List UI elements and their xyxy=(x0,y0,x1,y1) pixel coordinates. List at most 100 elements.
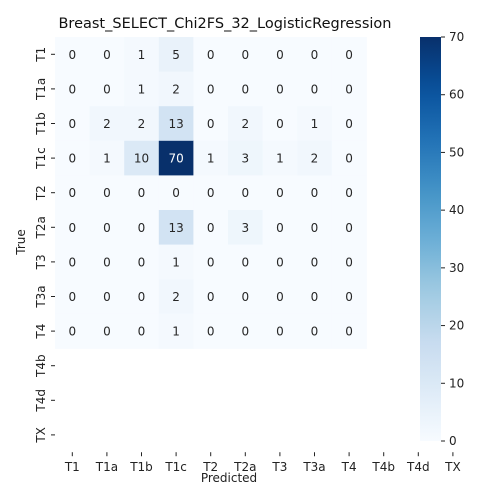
heatmap-cell xyxy=(262,140,298,176)
heatmap-cell xyxy=(297,106,333,142)
heatmap-cell xyxy=(297,244,333,280)
y-tick-label: T3 xyxy=(34,254,48,270)
heatmap-cell xyxy=(228,279,264,315)
cell-value-label: 0 xyxy=(276,117,284,131)
cell-value-label: 2 xyxy=(241,117,249,131)
cell-value-label: 0 xyxy=(276,325,284,339)
heatmap-cell xyxy=(124,140,160,176)
heatmap-cell xyxy=(262,244,298,280)
cell-value-label: 10 xyxy=(134,152,149,166)
heatmap-cell xyxy=(297,71,333,107)
heatmap-cell xyxy=(158,71,194,107)
heatmap-cell xyxy=(262,210,298,246)
cell-value-label: 0 xyxy=(241,290,249,304)
cell-value-label: 0 xyxy=(311,325,319,339)
cell-value-label: 0 xyxy=(311,82,319,96)
heatmap-cell xyxy=(55,140,91,176)
cell-value-label: 0 xyxy=(345,290,353,304)
colorbar-tick-label: 60 xyxy=(449,88,464,102)
cell-value-label: 0 xyxy=(311,186,319,200)
cell-value-label: 1 xyxy=(138,48,146,62)
cell-value-label: 1 xyxy=(207,152,215,166)
heatmap-cell xyxy=(193,175,229,211)
heatmap-cell xyxy=(297,37,333,73)
heatmap-cell xyxy=(297,140,333,176)
heatmap-cell xyxy=(158,106,194,142)
x-axis-label: Predicted xyxy=(201,471,257,485)
heatmap-cell xyxy=(89,37,125,73)
x-tick-label: T1a xyxy=(95,460,118,474)
heatmap-cell xyxy=(331,279,367,315)
x-tick-label: T1b xyxy=(129,460,153,474)
y-tick-label: T2 xyxy=(34,185,48,201)
cell-value-label: 0 xyxy=(103,82,111,96)
cell-value-label: 2 xyxy=(103,117,111,131)
cell-value-label: 0 xyxy=(276,221,284,235)
heatmap-cell xyxy=(124,279,160,315)
heatmap-cell xyxy=(228,140,264,176)
cell-value-label: 1 xyxy=(172,325,180,339)
heatmap-cell xyxy=(193,106,229,142)
cell-value-label: 13 xyxy=(168,221,183,235)
heatmap-cell xyxy=(297,175,333,211)
x-axis-ticks: T1 T1a T1b T1c T2 T2a T3 T3a T4 T4b T4d TX xyxy=(64,452,461,474)
cell-value-label: 0 xyxy=(241,325,249,339)
cell-value-label: 0 xyxy=(345,221,353,235)
cell-value-label: 0 xyxy=(103,255,111,269)
heatmap-cell xyxy=(228,106,264,142)
heatmap-cell xyxy=(89,210,125,246)
cell-value-label: 0 xyxy=(172,186,180,200)
x-tick-label: T1c xyxy=(164,460,187,474)
cell-value-label: 0 xyxy=(207,186,215,200)
heatmap-cell xyxy=(193,313,229,349)
heatmap-cell xyxy=(297,313,333,349)
cell-value-label: 0 xyxy=(207,48,215,62)
heatmap-cell xyxy=(89,106,125,142)
heatmap-cell xyxy=(193,279,229,315)
cell-value-label: 1 xyxy=(276,152,284,166)
cell-value-label: 0 xyxy=(207,117,215,131)
heatmap-cell xyxy=(193,210,229,246)
heatmap-cell xyxy=(89,175,125,211)
colorbar xyxy=(420,37,441,441)
cell-value-label: 0 xyxy=(103,325,111,339)
x-tick-label: T3 xyxy=(271,460,287,474)
cell-value-label: 0 xyxy=(311,221,319,235)
cell-value-label: 3 xyxy=(241,221,249,235)
cell-value-label: 0 xyxy=(276,186,284,200)
cell-value-label: 0 xyxy=(276,48,284,62)
colorbar-tick-label: 10 xyxy=(449,376,464,390)
heatmap-cell xyxy=(89,71,125,107)
heatmap-cell xyxy=(158,313,194,349)
heatmap-cell xyxy=(331,244,367,280)
y-tick-label: T4d xyxy=(34,389,48,413)
colorbar-tick-label: 0 xyxy=(449,434,457,448)
colorbar-tick-label: 70 xyxy=(449,30,464,44)
cell-value-label: 0 xyxy=(68,186,76,200)
cell-value-label: 13 xyxy=(168,117,183,131)
heatmap-cell xyxy=(158,279,194,315)
cell-value-label: 0 xyxy=(68,117,76,131)
cell-value-label: 2 xyxy=(172,290,180,304)
heatmap-cell xyxy=(331,313,367,349)
y-axis-label: True xyxy=(14,229,28,256)
cell-value-label: 70 xyxy=(168,152,183,166)
y-tick-label: TX xyxy=(34,427,48,444)
heatmap-cell xyxy=(193,140,229,176)
cell-value-label: 0 xyxy=(68,325,76,339)
heatmap-cell xyxy=(331,71,367,107)
x-tick-label: T4d xyxy=(406,460,430,474)
x-tick-label: TX xyxy=(444,460,461,474)
cell-value-label: 0 xyxy=(276,82,284,96)
cell-value-label: 0 xyxy=(311,255,319,269)
cell-value-label: 0 xyxy=(207,82,215,96)
heatmap-cell xyxy=(262,175,298,211)
cell-value-label: 0 xyxy=(68,255,76,269)
colorbar-tick-label: 20 xyxy=(449,319,464,333)
cell-value-label: 0 xyxy=(207,221,215,235)
heatmap-cell xyxy=(55,210,91,246)
heatmap-cell xyxy=(55,313,91,349)
y-tick-label: T3a xyxy=(34,285,48,308)
cell-value-label: 0 xyxy=(138,325,146,339)
